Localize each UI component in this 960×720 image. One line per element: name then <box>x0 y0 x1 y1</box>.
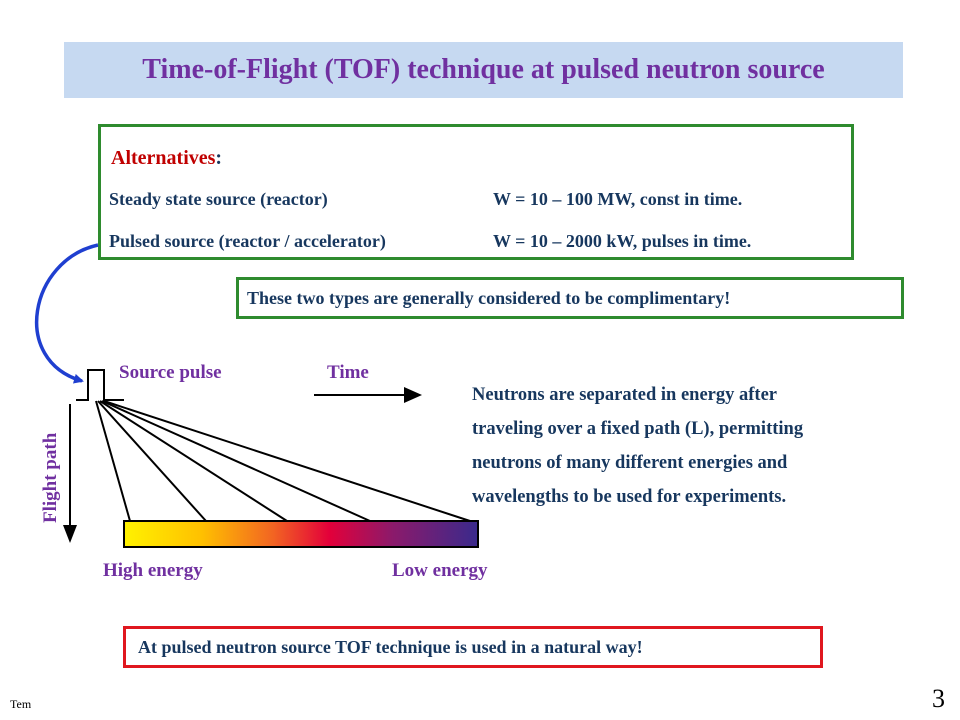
alternative-row-pulsed: Pulsed source (reactor / accelerator) W … <box>109 231 751 252</box>
energy-spectrum-bar <box>123 520 479 548</box>
alternatives-heading-text: Alternatives <box>111 147 216 169</box>
connector-arrow <box>34 243 99 384</box>
trajectory-5 <box>103 400 471 522</box>
description: Neutrons are separated in energy after t… <box>472 378 922 514</box>
alternative-value-pulsed: W = 10 – 2000 kW, pulses in time. <box>493 231 752 251</box>
neutron-trajectories <box>95 400 471 522</box>
title-bar: Time-of-Flight (TOF) technique at pulsed… <box>64 42 903 98</box>
description-line-1: Neutrons are separated in energy after <box>472 385 778 405</box>
high-energy-label: High energy <box>103 560 203 581</box>
footer-corner-text: Tem <box>10 697 32 711</box>
description-line-2: traveling over a fixed path (L), permitt… <box>472 419 804 439</box>
source-pulse-label: Source pulse <box>119 362 222 383</box>
trajectory-1 <box>95 400 131 522</box>
description-line-3: neutrons of many different energies and <box>472 453 788 473</box>
trajectory-2 <box>97 400 207 522</box>
description-line-4: wavelengths to be used for experiments. <box>472 487 787 507</box>
conclusion-box: At pulsed neutron source TOF technique i… <box>123 626 823 668</box>
alternative-row-steady: Steady state source (reactor) W = 10 – 1… <box>109 189 742 210</box>
complementary-note-box: These two types are generally considered… <box>236 277 904 319</box>
alternatives-heading: Alternatives: <box>111 147 222 170</box>
time-arrow <box>314 387 422 403</box>
page-number: 3 <box>932 684 945 713</box>
complementary-note: These two types are generally considered… <box>247 287 731 308</box>
alternatives-box: Alternatives: Steady state source (react… <box>98 124 854 260</box>
flight-path-label: Flight path <box>40 432 61 523</box>
low-energy-label: Low energy <box>392 560 488 581</box>
source-pulse-shape <box>76 369 124 401</box>
conclusion-text: At pulsed neutron source TOF technique i… <box>138 636 643 657</box>
page-title: Time-of-Flight (TOF) technique at pulsed… <box>142 54 825 85</box>
flight-path-arrow <box>63 404 77 543</box>
alternative-label-steady: Steady state source (reactor) <box>109 189 328 209</box>
trajectory-3 <box>99 400 288 522</box>
time-label: Time <box>327 362 369 383</box>
alternative-label-pulsed: Pulsed source (reactor / accelerator) <box>109 231 386 251</box>
trajectory-4 <box>101 400 371 522</box>
alternatives-heading-colon: : <box>215 147 223 169</box>
alternative-value-steady: W = 10 – 100 MW, const in time. <box>493 189 743 209</box>
